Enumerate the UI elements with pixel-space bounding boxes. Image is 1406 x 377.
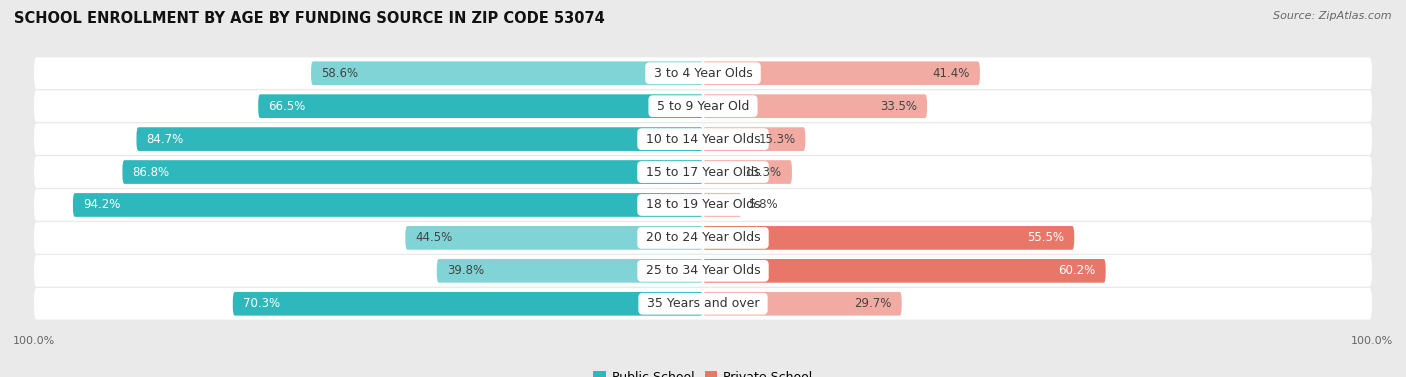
FancyBboxPatch shape <box>703 160 792 184</box>
FancyBboxPatch shape <box>703 193 742 217</box>
FancyBboxPatch shape <box>34 222 1372 254</box>
FancyBboxPatch shape <box>311 61 703 85</box>
Text: SCHOOL ENROLLMENT BY AGE BY FUNDING SOURCE IN ZIP CODE 53074: SCHOOL ENROLLMENT BY AGE BY FUNDING SOUR… <box>14 11 605 26</box>
Text: 41.4%: 41.4% <box>932 67 970 80</box>
Text: Source: ZipAtlas.com: Source: ZipAtlas.com <box>1274 11 1392 21</box>
Text: 44.5%: 44.5% <box>415 231 453 244</box>
Text: 25 to 34 Year Olds: 25 to 34 Year Olds <box>641 264 765 277</box>
FancyBboxPatch shape <box>34 156 1372 188</box>
FancyBboxPatch shape <box>703 226 1074 250</box>
FancyBboxPatch shape <box>233 292 703 316</box>
Text: 33.5%: 33.5% <box>880 100 917 113</box>
Text: 5 to 9 Year Old: 5 to 9 Year Old <box>652 100 754 113</box>
FancyBboxPatch shape <box>34 288 1372 320</box>
FancyBboxPatch shape <box>703 292 901 316</box>
FancyBboxPatch shape <box>437 259 703 283</box>
Text: 15 to 17 Year Olds: 15 to 17 Year Olds <box>641 166 765 179</box>
FancyBboxPatch shape <box>122 160 703 184</box>
FancyBboxPatch shape <box>34 90 1372 122</box>
Text: 29.7%: 29.7% <box>855 297 891 310</box>
Text: 70.3%: 70.3% <box>243 297 280 310</box>
Text: 18 to 19 Year Olds: 18 to 19 Year Olds <box>641 198 765 211</box>
Legend: Public School, Private School: Public School, Private School <box>588 366 818 377</box>
Text: 58.6%: 58.6% <box>321 67 359 80</box>
FancyBboxPatch shape <box>703 94 927 118</box>
Text: 35 Years and over: 35 Years and over <box>643 297 763 310</box>
FancyBboxPatch shape <box>259 94 703 118</box>
FancyBboxPatch shape <box>34 189 1372 221</box>
Text: 84.7%: 84.7% <box>146 133 184 146</box>
FancyBboxPatch shape <box>405 226 703 250</box>
Text: 39.8%: 39.8% <box>447 264 484 277</box>
FancyBboxPatch shape <box>73 193 703 217</box>
Text: 66.5%: 66.5% <box>269 100 305 113</box>
FancyBboxPatch shape <box>34 57 1372 89</box>
Text: 10 to 14 Year Olds: 10 to 14 Year Olds <box>641 133 765 146</box>
FancyBboxPatch shape <box>703 61 980 85</box>
Text: 86.8%: 86.8% <box>132 166 170 179</box>
Text: 60.2%: 60.2% <box>1059 264 1095 277</box>
Text: 55.5%: 55.5% <box>1028 231 1064 244</box>
FancyBboxPatch shape <box>34 255 1372 287</box>
Text: 20 to 24 Year Olds: 20 to 24 Year Olds <box>641 231 765 244</box>
Text: 13.3%: 13.3% <box>745 166 782 179</box>
Text: 94.2%: 94.2% <box>83 198 121 211</box>
FancyBboxPatch shape <box>703 259 1105 283</box>
Text: 15.3%: 15.3% <box>758 133 796 146</box>
FancyBboxPatch shape <box>34 123 1372 155</box>
FancyBboxPatch shape <box>703 127 806 151</box>
Text: 5.8%: 5.8% <box>748 198 778 211</box>
FancyBboxPatch shape <box>136 127 703 151</box>
Text: 3 to 4 Year Olds: 3 to 4 Year Olds <box>650 67 756 80</box>
